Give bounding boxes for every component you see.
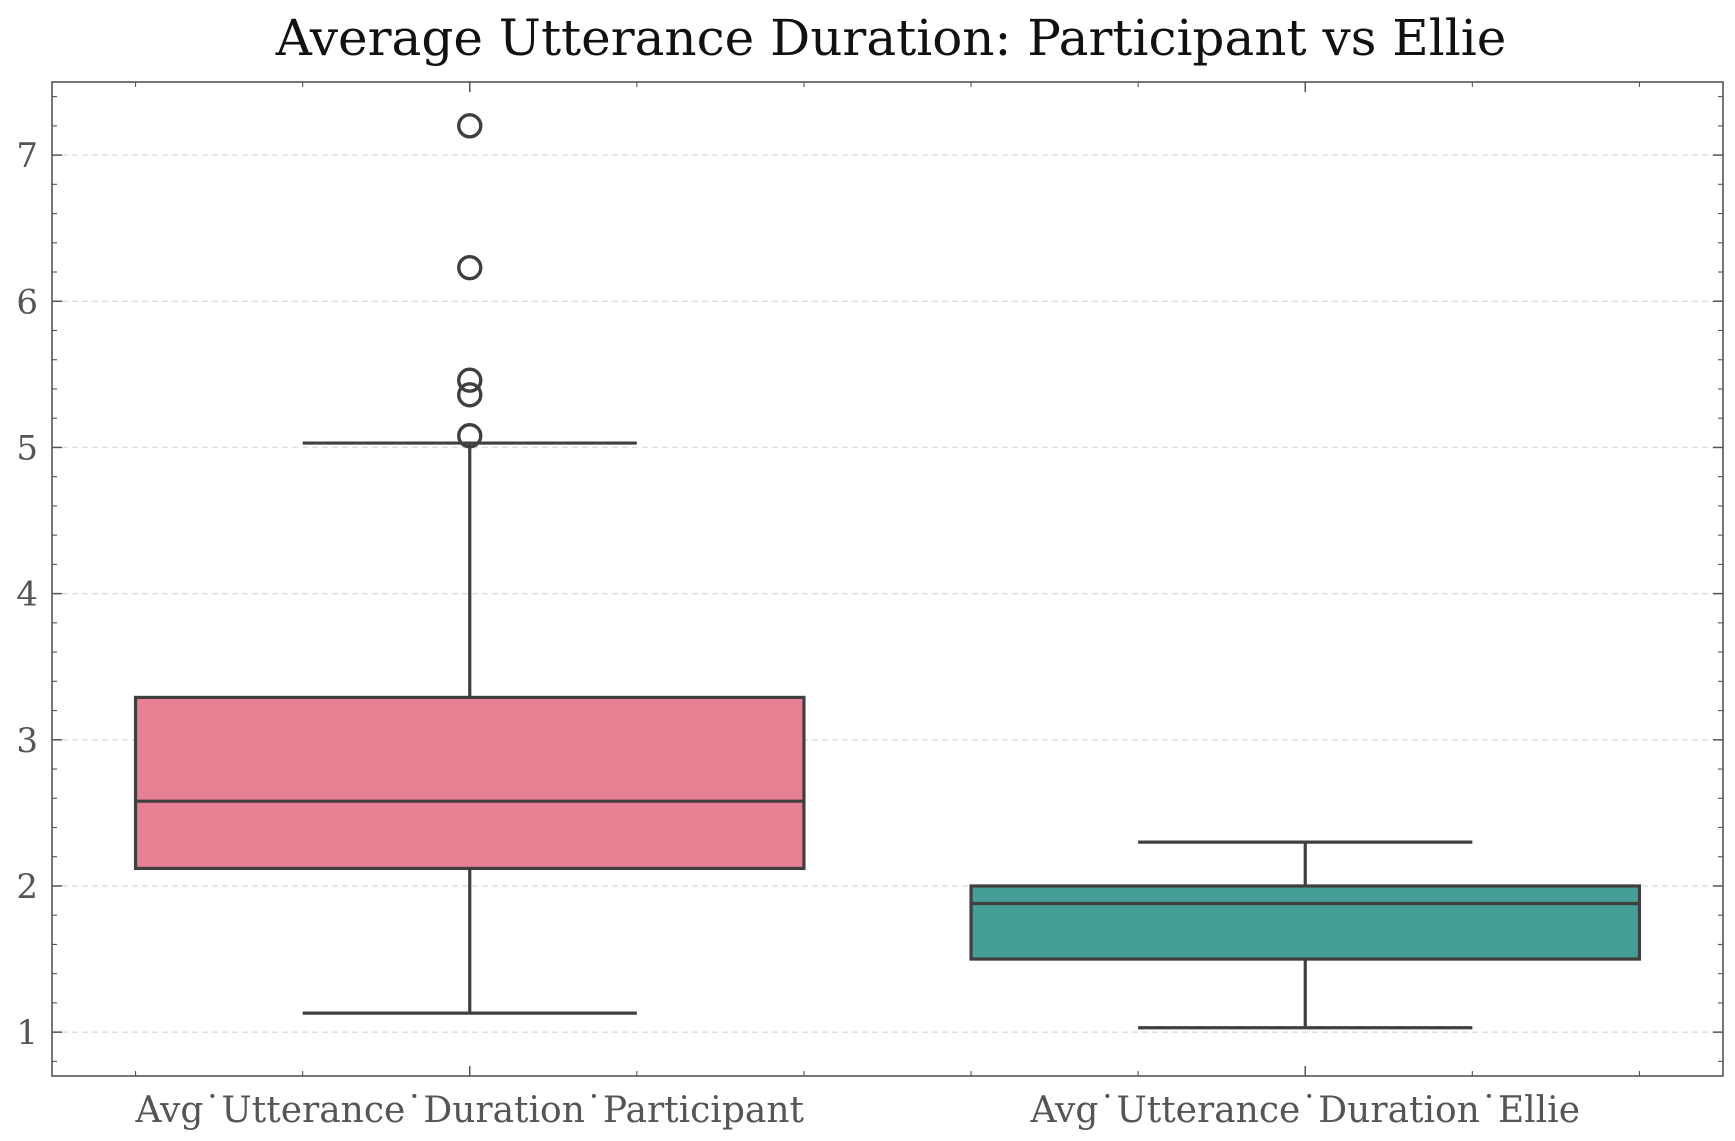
outlier-point: [457, 382, 483, 408]
outlier-point: [457, 113, 483, 139]
ticks: [52, 82, 1723, 1076]
box-body: [969, 884, 1642, 961]
y-tick-label: 2: [16, 867, 38, 907]
y-tick-label: 3: [16, 721, 38, 761]
x-tick-label: Avg˙Utterance˙Duration˙Ellie: [1029, 1090, 1580, 1131]
y-tick-label: 7: [16, 136, 38, 176]
boxes: [133, 113, 1642, 1030]
tick-labels: 1 2 3 4 5 6 7 Avg˙Utterance˙Duration˙Participan…: [16, 136, 1580, 1131]
y-tick-label: 1: [16, 1013, 38, 1053]
y-tick-label: 4: [16, 575, 38, 615]
outlier-point: [457, 254, 483, 281]
chart-title: Average Utterance Duration: Participant …: [275, 9, 1507, 67]
box-body: [133, 695, 806, 871]
x-tick-label: Avg˙Utterance˙Duration˙Participant: [135, 1090, 805, 1131]
y-tick-label: 5: [16, 428, 38, 468]
outlier-point: [457, 423, 483, 449]
outlier-point: [457, 367, 483, 393]
y-tick-label: 6: [16, 282, 38, 322]
plot-frame: [51, 81, 1724, 1077]
